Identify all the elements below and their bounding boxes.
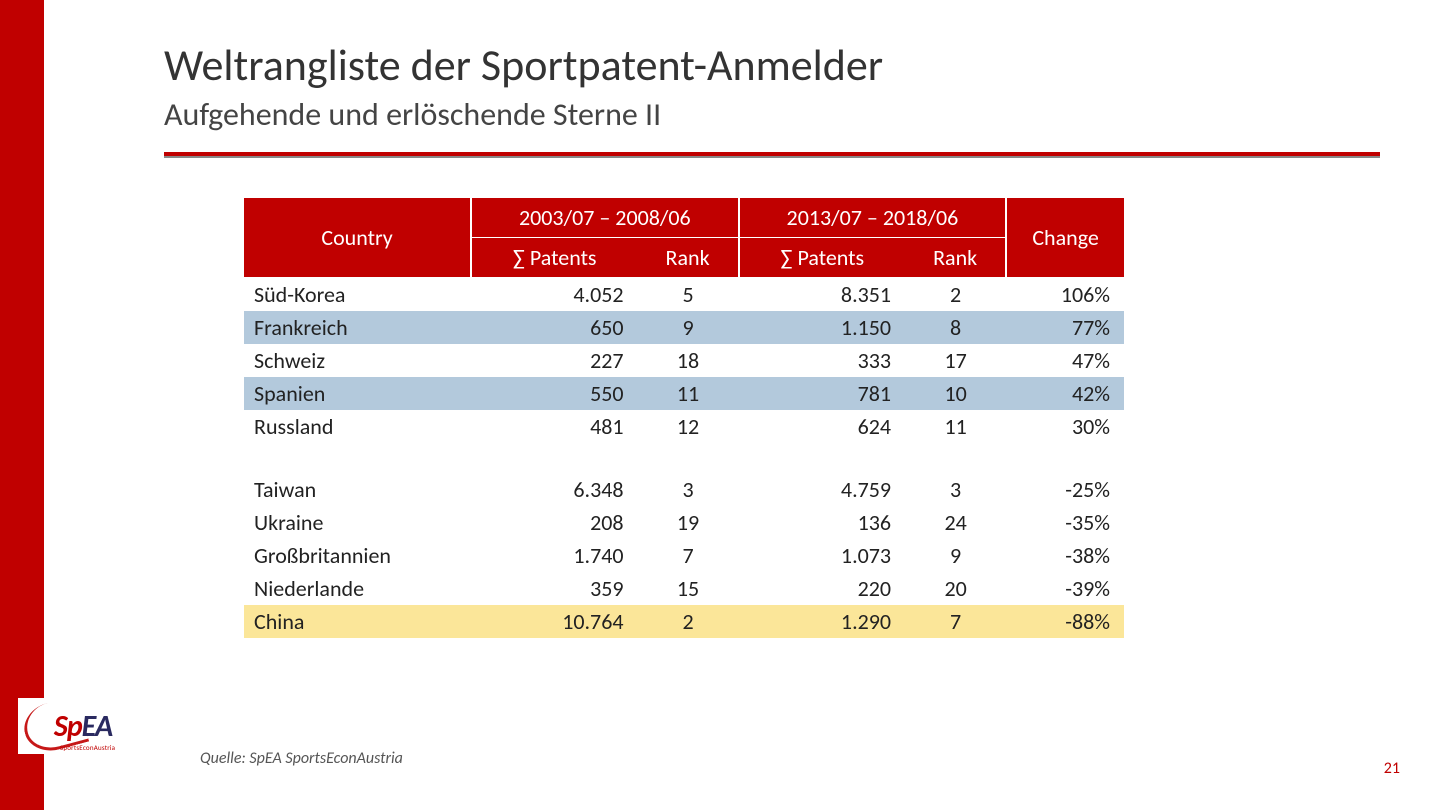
cell-patents-1: 550 — [471, 377, 637, 410]
cell-country: China — [244, 605, 471, 638]
cell-rank-1: 18 — [638, 344, 739, 377]
col-period1: 2003/07 – 2008/06 — [471, 198, 739, 238]
cell-rank-2: 2 — [905, 277, 1006, 311]
table-row: Ukraine2081913624-35% — [244, 506, 1124, 539]
cell-country: Taiwan — [244, 473, 471, 506]
cell-rank-2: 10 — [905, 377, 1006, 410]
col-rank-1: Rank — [638, 237, 739, 277]
cell-change: -38% — [1006, 539, 1124, 572]
cell-patents-2: 4.759 — [739, 473, 905, 506]
col-country: Country — [244, 198, 471, 278]
cell-rank-2: 7 — [905, 605, 1006, 638]
cell-rank-2: 3 — [905, 473, 1006, 506]
cell-rank-1: 15 — [638, 572, 739, 605]
cell-change: -39% — [1006, 572, 1124, 605]
cell-change: -35% — [1006, 506, 1124, 539]
cell-rank-2: 20 — [905, 572, 1006, 605]
left-red-bar — [0, 0, 44, 810]
cell-patents-2: 1.073 — [739, 539, 905, 572]
cell-patents-2: 1.150 — [739, 311, 905, 344]
cell-country: Frankreich — [244, 311, 471, 344]
col-change: Change — [1006, 198, 1124, 278]
col-rank-2: Rank — [905, 237, 1006, 277]
slide-subtitle: Aufgehende und erlöschende Sterne II — [164, 95, 1380, 134]
cell-patents-2: 220 — [739, 572, 905, 605]
table-row: Süd-Korea4.05258.3512106% — [244, 277, 1124, 311]
cell-change: 42% — [1006, 377, 1124, 410]
cell-change: 47% — [1006, 344, 1124, 377]
cell-change: 77% — [1006, 311, 1124, 344]
cell-change: -25% — [1006, 473, 1124, 506]
cell-patents-1: 359 — [471, 572, 637, 605]
cell-patents-2: 781 — [739, 377, 905, 410]
cell-country: Spanien — [244, 377, 471, 410]
cell-rank-1: 12 — [638, 410, 739, 443]
cell-change: 30% — [1006, 410, 1124, 443]
cell-rank-1: 19 — [638, 506, 739, 539]
cell-rank-2: 17 — [905, 344, 1006, 377]
col-patents-1: ∑ Patents — [471, 237, 637, 277]
table-row: Niederlande3591522020-39% — [244, 572, 1124, 605]
cell-change: 106% — [1006, 277, 1124, 311]
cell-rank-2: 24 — [905, 506, 1006, 539]
cell-patents-2: 8.351 — [739, 277, 905, 311]
col-period2: 2013/07 – 2018/06 — [739, 198, 1007, 238]
cell-country: Großbritannien — [244, 539, 471, 572]
table-row: China10.76421.2907-88% — [244, 605, 1124, 638]
slide-title: Weltrangliste der Sportpatent-Anmelder — [164, 40, 1380, 91]
title-rule — [164, 152, 1380, 158]
cell-rank-1: 9 — [638, 311, 739, 344]
cell-rank-2: 11 — [905, 410, 1006, 443]
page-number: 21 — [1384, 759, 1400, 778]
table-row: Taiwan6.34834.7593-25% — [244, 473, 1124, 506]
table-spacer-row — [244, 443, 1124, 473]
cell-rank-2: 8 — [905, 311, 1006, 344]
cell-country: Schweiz — [244, 344, 471, 377]
cell-rank-1: 5 — [638, 277, 739, 311]
logo-subtext: SportsEconAustria — [60, 743, 115, 752]
cell-country: Ukraine — [244, 506, 471, 539]
cell-patents-2: 136 — [739, 506, 905, 539]
source-citation: Quelle: SpEA SportsEconAustria — [200, 749, 403, 768]
rankings-table: Country 2003/07 – 2008/06 2013/07 – 2018… — [244, 198, 1124, 638]
table-row: Russland481126241130% — [244, 410, 1124, 443]
cell-change: -88% — [1006, 605, 1124, 638]
cell-country: Russland — [244, 410, 471, 443]
table-row: Frankreich65091.150877% — [244, 311, 1124, 344]
cell-country: Niederlande — [244, 572, 471, 605]
cell-patents-2: 1.290 — [739, 605, 905, 638]
table-header-row-1: Country 2003/07 – 2008/06 2013/07 – 2018… — [244, 198, 1124, 238]
cell-patents-2: 624 — [739, 410, 905, 443]
cell-rank-1: 3 — [638, 473, 739, 506]
slide-content: Weltrangliste der Sportpatent-Anmelder A… — [44, 0, 1440, 810]
cell-patents-1: 1.740 — [471, 539, 637, 572]
cell-country: Süd-Korea — [244, 277, 471, 311]
cell-patents-1: 227 — [471, 344, 637, 377]
cell-rank-1: 2 — [638, 605, 739, 638]
cell-patents-1: 208 — [471, 506, 637, 539]
table-row: Spanien550117811042% — [244, 377, 1124, 410]
cell-patents-1: 10.764 — [471, 605, 637, 638]
col-patents-2: ∑ Patents — [739, 237, 905, 277]
cell-patents-1: 481 — [471, 410, 637, 443]
cell-patents-1: 4.052 — [471, 277, 637, 311]
table-row: Großbritannien1.74071.0739-38% — [244, 539, 1124, 572]
cell-patents-2: 333 — [739, 344, 905, 377]
cell-rank-2: 9 — [905, 539, 1006, 572]
spea-logo: SpEA SportsEconAustria — [18, 698, 148, 754]
cell-patents-1: 6.348 — [471, 473, 637, 506]
table-row: Schweiz227183331747% — [244, 344, 1124, 377]
cell-rank-1: 7 — [638, 539, 739, 572]
cell-rank-1: 11 — [638, 377, 739, 410]
cell-patents-1: 650 — [471, 311, 637, 344]
